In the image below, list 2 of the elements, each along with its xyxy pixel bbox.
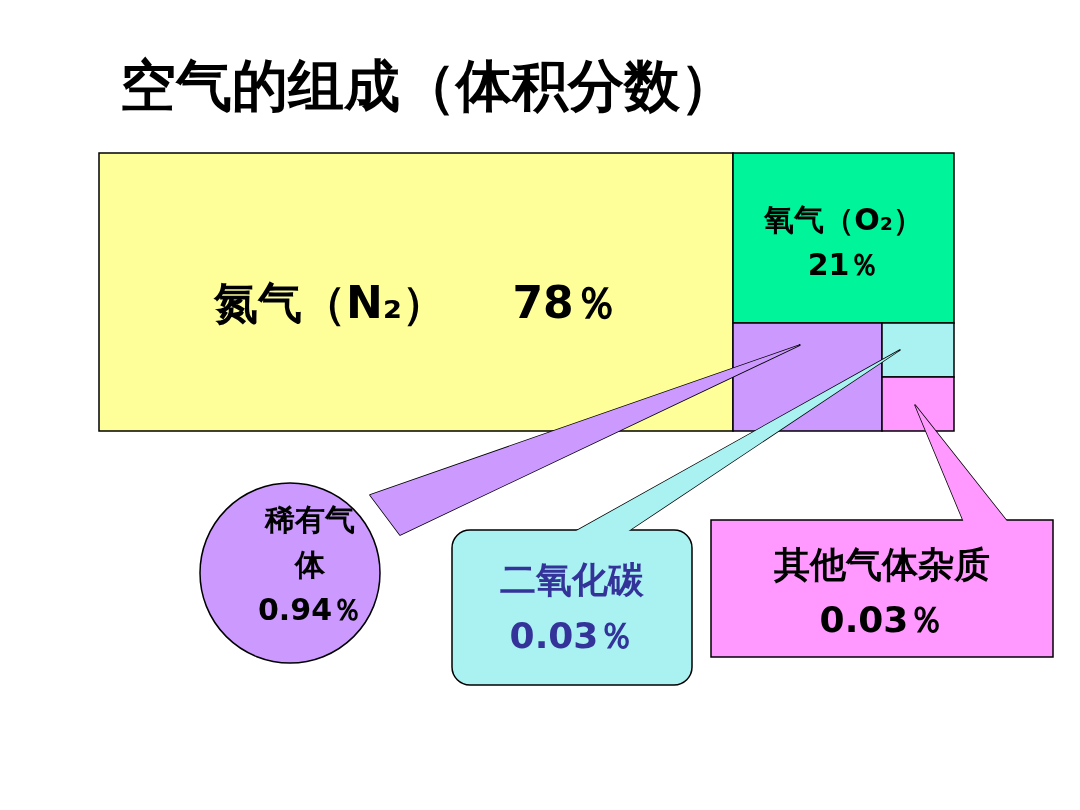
- title: 空气的组成（体积分数）: [120, 53, 736, 118]
- label: 氧气（O₂）: [764, 202, 923, 237]
